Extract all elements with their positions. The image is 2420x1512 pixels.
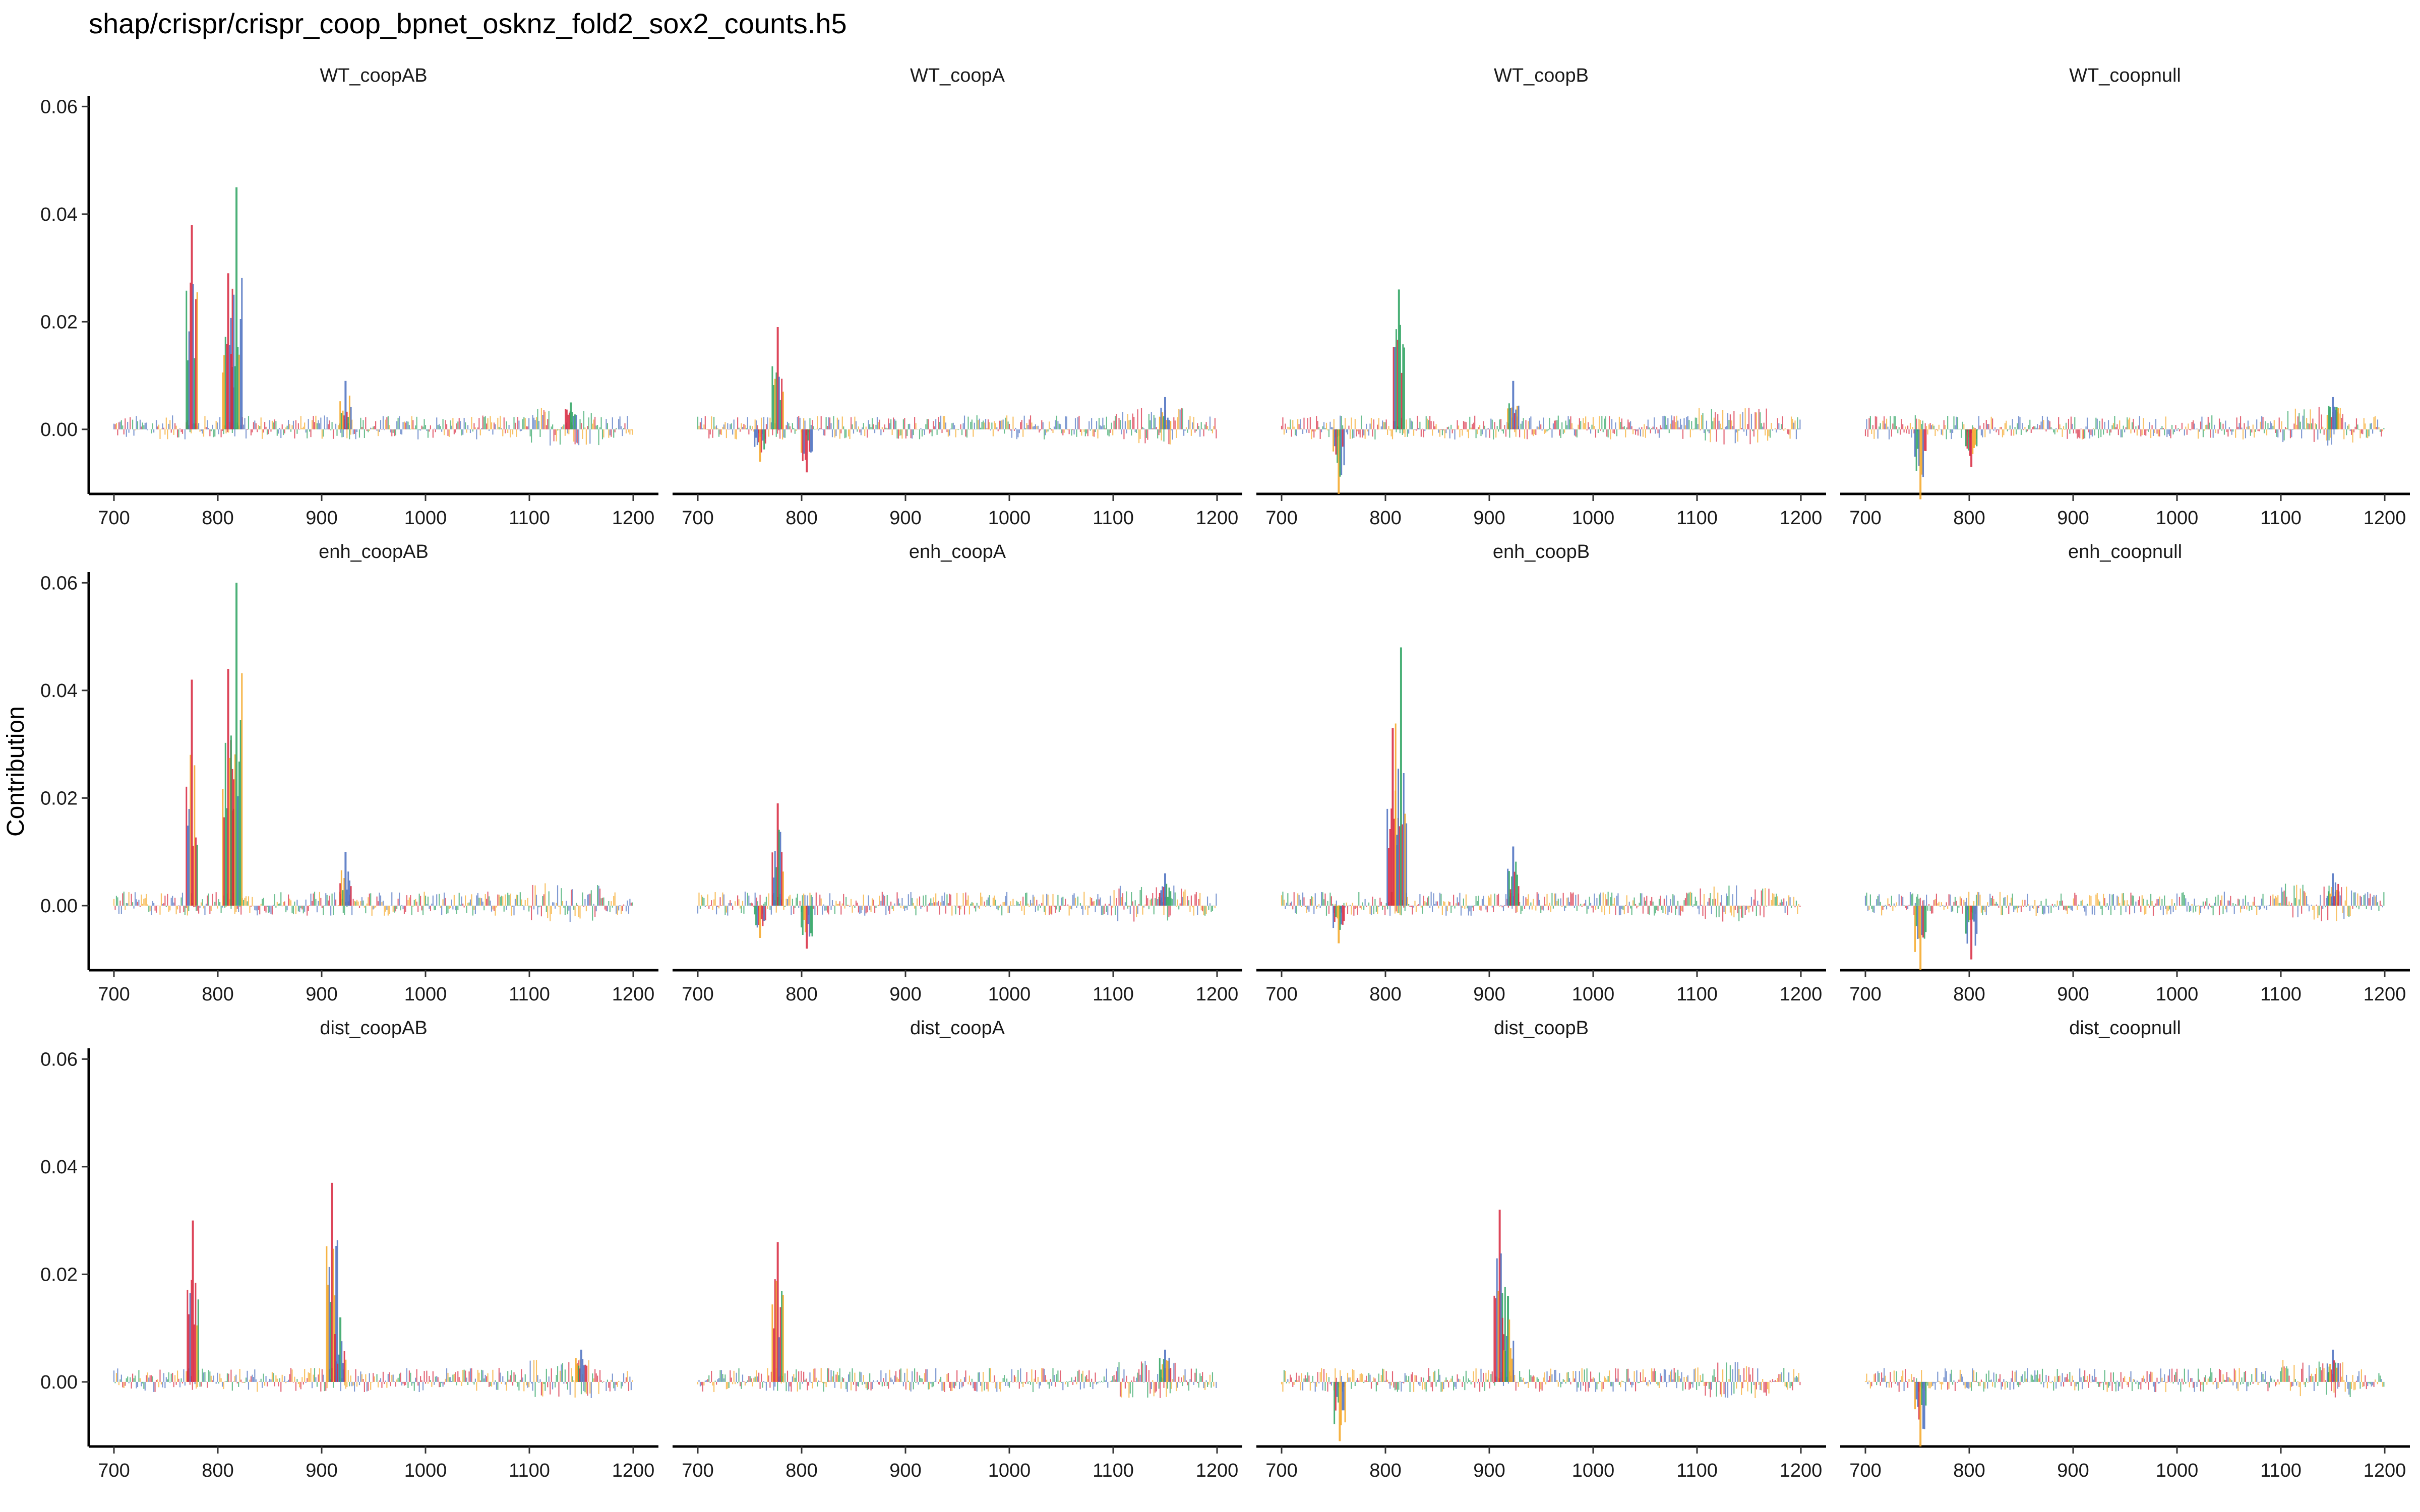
y-tick-label: 0.04 xyxy=(40,680,78,702)
x-tick-label: 700 xyxy=(98,1460,130,1481)
x-tick-label: 1100 xyxy=(1093,984,1134,1005)
x-tick-label: 800 xyxy=(1369,1460,1401,1481)
x-tick-label: 1100 xyxy=(2260,508,2302,529)
x-tick-label: 1200 xyxy=(1196,1460,1239,1481)
x-tick-label: 1100 xyxy=(1093,508,1134,529)
x-tick-label: 900 xyxy=(2057,508,2089,529)
x-tick-label: 800 xyxy=(1953,984,1985,1005)
x-tick-label: 700 xyxy=(98,984,130,1005)
panel-title-wt-coopa: WT_coopA xyxy=(910,65,1005,86)
x-tick-label: 1200 xyxy=(612,508,655,529)
y-tick-label: 0.00 xyxy=(40,1372,78,1393)
panel-title-dist-coopa: dist_coopA xyxy=(910,1018,1005,1039)
panel-title-wt-coopnull: WT_coopnull xyxy=(2069,65,2181,86)
x-tick-label: 900 xyxy=(306,984,337,1005)
x-tick-label: 1000 xyxy=(404,508,447,529)
panel-title-dist-coopb: dist_coopB xyxy=(1494,1018,1589,1039)
x-tick-label: 800 xyxy=(785,508,817,529)
x-tick-label: 700 xyxy=(682,508,713,529)
x-tick-label: 900 xyxy=(889,508,921,529)
y-tick-label: 0.02 xyxy=(40,1264,78,1285)
x-tick-label: 1000 xyxy=(2156,984,2199,1005)
x-tick-label: 1100 xyxy=(2260,984,2302,1005)
x-tick-label: 1000 xyxy=(404,1460,447,1481)
x-tick-label: 1200 xyxy=(1780,508,1823,529)
x-tick-label: 1100 xyxy=(1676,508,1718,529)
x-tick-label: 800 xyxy=(202,1460,233,1481)
x-tick-label: 1100 xyxy=(1676,984,1718,1005)
x-tick-label: 1000 xyxy=(2156,508,2199,529)
panel-title-enh-coopa: enh_coopA xyxy=(909,541,1006,562)
x-tick-label: 1100 xyxy=(1676,1460,1718,1481)
x-tick-label: 1100 xyxy=(1093,1460,1134,1481)
x-tick-label: 900 xyxy=(1473,1460,1505,1481)
page-title: shap/crispr/crispr_coop_bpnet_osknz_fold… xyxy=(89,8,847,39)
y-tick-label: 0.04 xyxy=(40,1157,78,1178)
x-tick-label: 900 xyxy=(2057,984,2089,1005)
x-tick-label: 800 xyxy=(1953,508,1985,529)
x-tick-label: 1100 xyxy=(509,1460,550,1481)
panel-title-dist-coopab: dist_coopAB xyxy=(320,1018,427,1039)
panel-title-enh-coopab: enh_coopAB xyxy=(319,541,429,562)
x-tick-label: 1000 xyxy=(1572,984,1615,1005)
panel-title-enh-coopnull: enh_coopnull xyxy=(2068,541,2182,562)
x-tick-label: 1200 xyxy=(1196,984,1239,1005)
x-tick-label: 700 xyxy=(682,1460,713,1481)
x-tick-label: 700 xyxy=(682,984,713,1005)
y-tick-label: 0.06 xyxy=(40,1049,78,1070)
x-tick-label: 1200 xyxy=(612,984,655,1005)
x-tick-label: 1200 xyxy=(1780,984,1823,1005)
y-tick-label: 0.06 xyxy=(40,96,78,117)
x-tick-label: 1200 xyxy=(1196,508,1239,529)
x-tick-label: 1000 xyxy=(1572,1460,1615,1481)
x-tick-label: 1200 xyxy=(612,1460,655,1481)
x-tick-label: 700 xyxy=(1849,508,1881,529)
x-tick-label: 900 xyxy=(889,984,921,1005)
x-tick-label: 1200 xyxy=(2364,984,2406,1005)
x-tick-label: 900 xyxy=(306,508,337,529)
x-tick-label: 800 xyxy=(785,1460,817,1481)
x-tick-label: 700 xyxy=(1265,508,1297,529)
x-tick-label: 900 xyxy=(1473,984,1505,1005)
x-tick-label: 700 xyxy=(1265,1460,1297,1481)
x-tick-label: 1100 xyxy=(509,984,550,1005)
x-tick-label: 1000 xyxy=(988,508,1031,529)
x-tick-label: 800 xyxy=(202,984,233,1005)
x-tick-label: 800 xyxy=(202,508,233,529)
x-tick-label: 800 xyxy=(1369,508,1401,529)
x-tick-label: 1000 xyxy=(988,984,1031,1005)
x-tick-label: 900 xyxy=(889,1460,921,1481)
x-tick-label: 700 xyxy=(98,508,130,529)
x-tick-label: 700 xyxy=(1265,984,1297,1005)
x-tick-label: 700 xyxy=(1849,984,1881,1005)
x-tick-label: 1200 xyxy=(2364,508,2406,529)
x-tick-label: 900 xyxy=(1473,508,1505,529)
y-tick-label: 0.02 xyxy=(40,311,78,333)
x-tick-label: 800 xyxy=(1369,984,1401,1005)
y-tick-label: 0.04 xyxy=(40,204,78,225)
x-tick-label: 1200 xyxy=(1780,1460,1823,1481)
y-tick-label: 0.00 xyxy=(40,896,78,917)
x-tick-label: 1000 xyxy=(404,984,447,1005)
x-tick-label: 1000 xyxy=(988,1460,1031,1481)
panel-title-wt-coopab: WT_coopAB xyxy=(320,65,427,86)
x-tick-label: 1100 xyxy=(509,508,550,529)
x-tick-label: 900 xyxy=(306,1460,337,1481)
panel-title-wt-coopb: WT_coopB xyxy=(1494,65,1589,86)
panel-title-enh-coopb: enh_coopB xyxy=(1493,541,1590,562)
x-tick-label: 800 xyxy=(785,984,817,1005)
y-tick-label: 0.06 xyxy=(40,573,78,594)
y-tick-label: 0.02 xyxy=(40,788,78,809)
y-tick-label: 0.00 xyxy=(40,419,78,440)
x-tick-label: 1000 xyxy=(1572,508,1615,529)
